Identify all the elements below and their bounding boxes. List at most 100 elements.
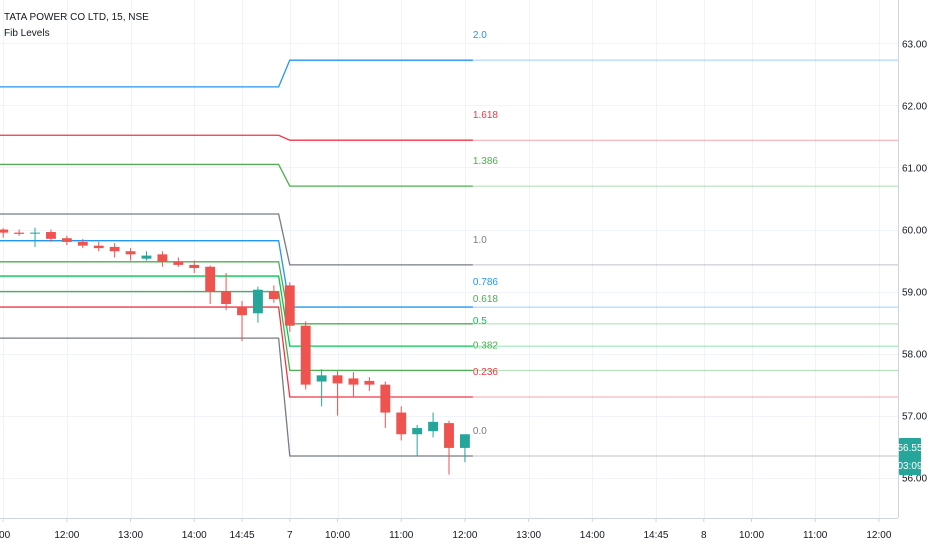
candle-body bbox=[364, 380, 375, 385]
candle bbox=[253, 286, 263, 323]
candle bbox=[380, 381, 391, 429]
time-tick-label: 14:00 bbox=[182, 530, 207, 541]
fib-line bbox=[0, 59, 473, 88]
symbol-title[interactable]: TATA POWER CO LTD, 15, NSE bbox=[4, 12, 149, 23]
time-tick-label: 14:00 bbox=[580, 530, 605, 541]
candle-body bbox=[237, 307, 247, 316]
fib-level-label: 0.382 bbox=[473, 340, 498, 351]
time-tick-label: 13:00 bbox=[516, 530, 541, 541]
candle bbox=[0, 228, 9, 238]
candle-body bbox=[300, 325, 311, 385]
candle-body bbox=[61, 238, 72, 242]
candles[interactable] bbox=[0, 227, 470, 475]
candle bbox=[396, 406, 407, 441]
candle-body bbox=[396, 412, 407, 435]
candle bbox=[268, 285, 279, 303]
candle-body bbox=[30, 232, 40, 234]
candle bbox=[444, 420, 454, 475]
candle bbox=[348, 372, 359, 398]
candle-body bbox=[444, 423, 454, 448]
candle bbox=[46, 229, 56, 242]
price-axis[interactable]: 63.00 62.00 61.00 60.00 59.00 58.00 57.00 56.00 bbox=[902, 39, 927, 484]
candle bbox=[14, 229, 25, 236]
price-tick-label: 60.00 bbox=[902, 226, 927, 237]
candle-body bbox=[46, 232, 56, 239]
indicator-title[interactable]: Fib Levels bbox=[4, 28, 50, 39]
candle-body bbox=[412, 428, 423, 435]
last-price-badge bbox=[899, 438, 921, 475]
candle-body bbox=[109, 246, 120, 252]
candle-body bbox=[268, 291, 279, 300]
price-tick-label: 58.00 bbox=[902, 350, 927, 361]
candle bbox=[300, 321, 311, 390]
fib-line bbox=[0, 213, 473, 266]
fib-level-label: 0.0 bbox=[473, 426, 487, 437]
candle-body bbox=[428, 421, 439, 432]
fib-level-label: 1.386 bbox=[473, 156, 498, 167]
price-tick-label: 63.00 bbox=[902, 39, 927, 50]
price-badges: 56.55 03:09 bbox=[897, 438, 923, 475]
candle bbox=[332, 370, 343, 416]
price-tick-label: 59.00 bbox=[902, 288, 927, 299]
time-axis[interactable]: :00 12:00 13:00 14:00 14:45 7 10:00 11:00 12:00 1… bbox=[0, 518, 892, 541]
fib-level-label: 0.236 bbox=[473, 367, 498, 378]
candle-body bbox=[14, 232, 25, 234]
candle bbox=[205, 265, 216, 304]
time-tick-label: 13:00 bbox=[118, 530, 143, 541]
fib-level-label: 1.0 bbox=[473, 235, 487, 246]
fib-line bbox=[0, 337, 473, 457]
candle bbox=[109, 243, 120, 258]
candle bbox=[364, 377, 375, 391]
time-tick-label: 11:00 bbox=[803, 530, 828, 541]
candle bbox=[93, 241, 104, 252]
price-tick-label: 61.00 bbox=[902, 163, 927, 174]
candle-body bbox=[332, 375, 343, 384]
candle-body bbox=[348, 378, 359, 385]
fib-line bbox=[0, 275, 473, 347]
fib-line bbox=[0, 163, 473, 187]
price-tick-label: 62.00 bbox=[902, 101, 927, 112]
candle-body bbox=[284, 285, 295, 326]
price-tick-label: 56.00 bbox=[902, 474, 927, 485]
time-tick-label: 10:00 bbox=[739, 530, 764, 541]
candle-body bbox=[189, 264, 200, 268]
candle bbox=[221, 272, 232, 311]
candle bbox=[157, 251, 168, 267]
fib-line bbox=[0, 290, 473, 372]
chart-legend[interactable]: TATA POWER CO LTD, 15, NSE Fib Levels bbox=[4, 10, 149, 42]
candle bbox=[428, 412, 439, 438]
time-tick-label: 10:00 bbox=[325, 530, 350, 541]
time-tick-label: 12:00 bbox=[452, 530, 477, 541]
time-tick-label: :00 bbox=[0, 530, 11, 541]
candle-body bbox=[0, 229, 9, 233]
time-tick-label: 12:00 bbox=[54, 530, 79, 541]
candle bbox=[237, 300, 247, 342]
fib-level-label: 0.5 bbox=[473, 316, 487, 327]
candle-body bbox=[459, 434, 470, 448]
time-tick-label: 7 bbox=[287, 530, 293, 541]
candle bbox=[77, 238, 88, 249]
fib-line bbox=[0, 261, 473, 325]
bar-countdown-label: 03:09 bbox=[897, 461, 922, 472]
candle bbox=[412, 424, 423, 456]
time-tick-label: 14:45 bbox=[643, 530, 668, 541]
candle-body bbox=[77, 241, 88, 246]
candle bbox=[125, 248, 136, 261]
price-tick-label: 57.00 bbox=[902, 412, 927, 423]
candle bbox=[30, 227, 40, 247]
candle-body bbox=[316, 375, 327, 382]
candle-body bbox=[380, 384, 391, 413]
fib-level-label: 0.786 bbox=[473, 277, 498, 288]
candle-body bbox=[205, 266, 216, 292]
candle bbox=[141, 251, 152, 261]
time-tick-label: 14:45 bbox=[229, 530, 254, 541]
fib-level-label: 2.0 bbox=[473, 30, 487, 41]
candle-body bbox=[157, 254, 168, 262]
fib-level-label: 0.618 bbox=[473, 294, 498, 305]
candle bbox=[189, 260, 200, 273]
candle bbox=[173, 257, 184, 267]
candle bbox=[284, 282, 295, 332]
fib-levels: 2.0 1.618 1.386 1.0 0.786 0.618 0.5 0.382 0.236 0… bbox=[0, 30, 898, 457]
candle-body bbox=[125, 251, 136, 255]
